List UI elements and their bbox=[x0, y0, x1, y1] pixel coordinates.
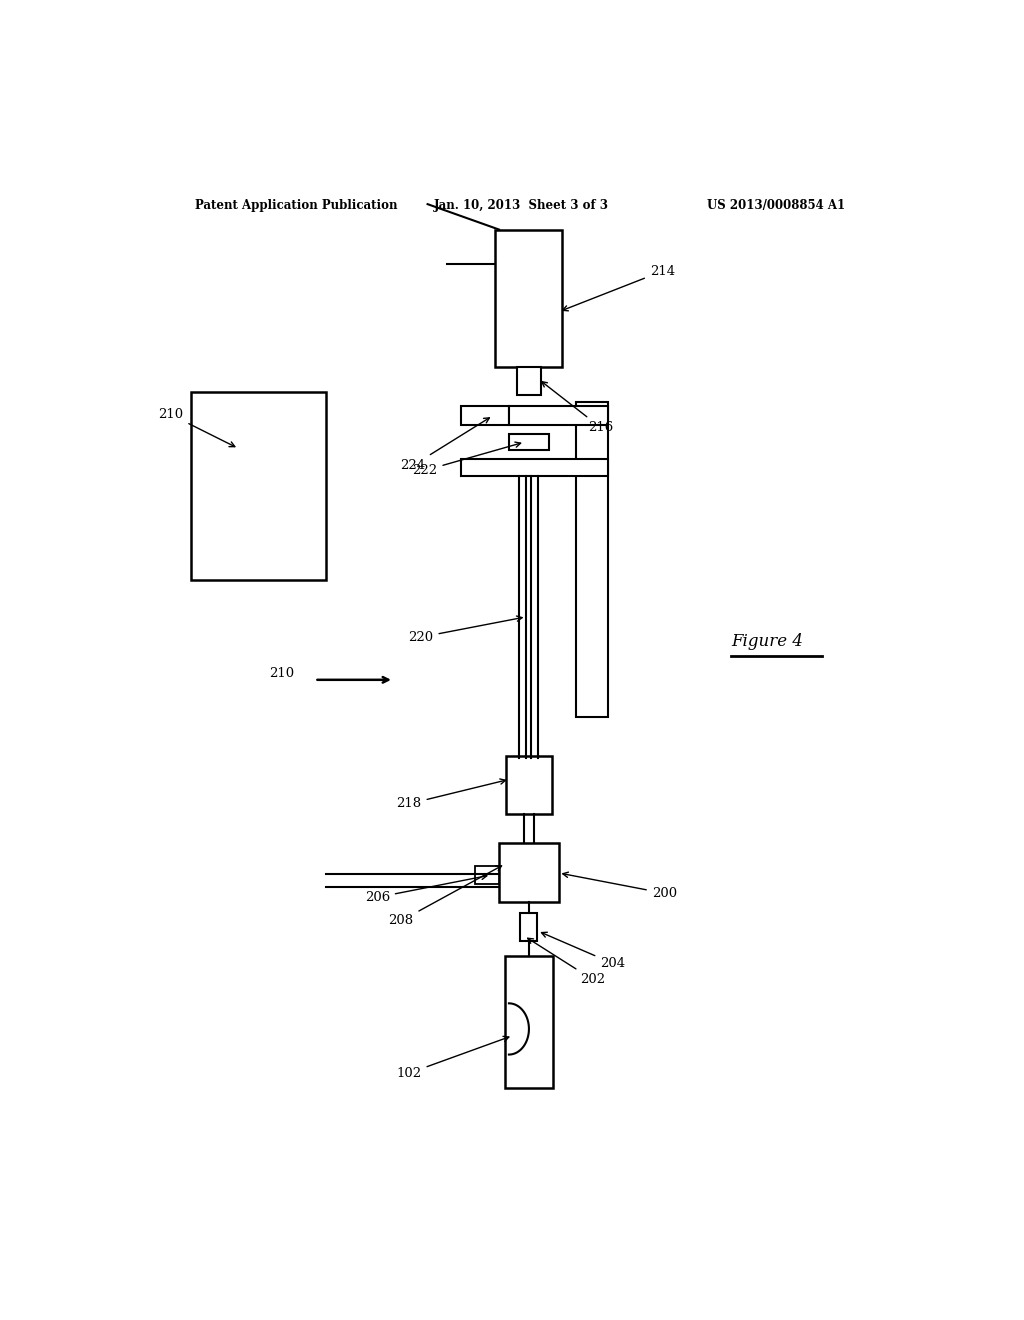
Text: 202: 202 bbox=[527, 939, 605, 986]
Text: 208: 208 bbox=[388, 866, 502, 927]
Text: 220: 220 bbox=[409, 616, 522, 644]
Text: 206: 206 bbox=[365, 874, 486, 904]
Text: US 2013/0008854 A1: US 2013/0008854 A1 bbox=[708, 199, 846, 213]
Bar bbox=[509, 434, 549, 450]
Bar bbox=[499, 843, 558, 903]
Text: 216: 216 bbox=[542, 381, 613, 434]
Bar bbox=[475, 866, 499, 884]
Text: 204: 204 bbox=[542, 932, 626, 970]
Text: Patent Application Publication: Patent Application Publication bbox=[196, 199, 398, 213]
Bar bbox=[517, 367, 541, 395]
Text: 210: 210 bbox=[159, 408, 234, 446]
Text: 214: 214 bbox=[562, 265, 675, 310]
Bar bbox=[191, 392, 327, 581]
Bar bbox=[461, 459, 608, 475]
Text: 210: 210 bbox=[269, 667, 295, 680]
Text: Figure 4: Figure 4 bbox=[731, 632, 803, 649]
Text: 224: 224 bbox=[400, 418, 489, 471]
Text: 200: 200 bbox=[563, 873, 677, 900]
Bar bbox=[506, 756, 552, 814]
Bar bbox=[461, 407, 509, 425]
Bar bbox=[505, 956, 553, 1089]
Text: Jan. 10, 2013  Sheet 3 of 3: Jan. 10, 2013 Sheet 3 of 3 bbox=[433, 199, 608, 213]
Bar bbox=[520, 912, 538, 941]
Bar bbox=[495, 230, 562, 367]
Bar bbox=[509, 407, 608, 425]
Text: 222: 222 bbox=[413, 442, 520, 477]
Text: 102: 102 bbox=[396, 1036, 509, 1080]
Bar bbox=[577, 403, 608, 718]
Text: 218: 218 bbox=[396, 779, 506, 810]
